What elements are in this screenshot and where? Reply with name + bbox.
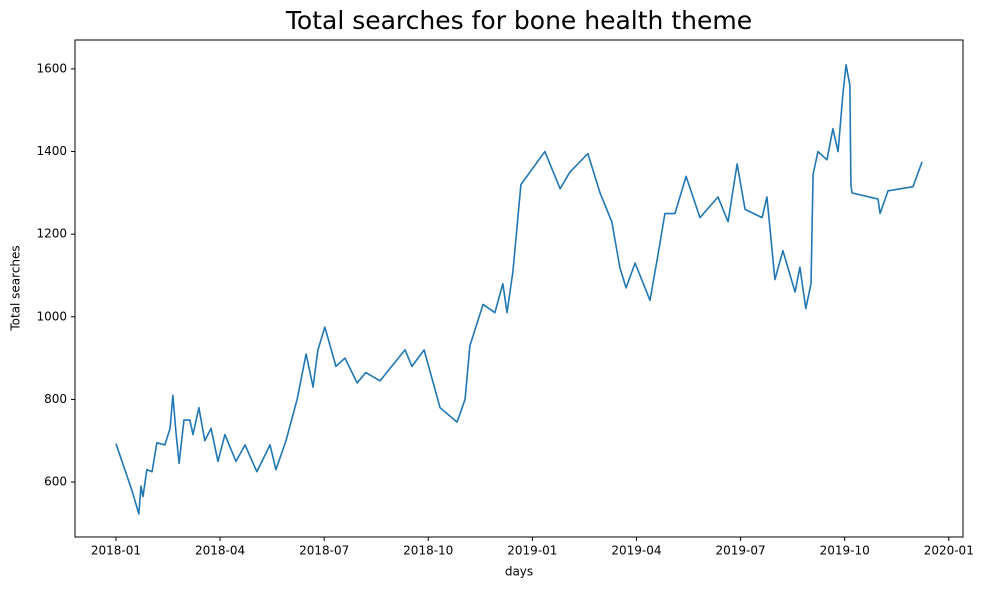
- x-tick-label: 2019-04: [611, 544, 661, 558]
- y-tick-label: 1600: [36, 61, 67, 75]
- y-tick-label: 1000: [36, 309, 67, 323]
- chart-title: Total searches for bone health theme: [285, 6, 752, 35]
- data-line: [115, 63, 923, 515]
- y-tick-label: 1400: [36, 144, 67, 158]
- y-tick-label: 600: [44, 475, 67, 489]
- x-tick-label: 2018-10: [403, 544, 453, 558]
- x-tick-label: 2018-01: [91, 544, 141, 558]
- y-tick-label: 800: [44, 392, 67, 406]
- y-axis-label: Total searches: [9, 245, 23, 331]
- x-tick-label: 2019-01: [507, 544, 557, 558]
- x-tick-label: 2018-04: [195, 544, 245, 558]
- x-tick-label: 2020-01: [924, 544, 974, 558]
- axes-frame: [74, 39, 964, 538]
- x-tick-label: 2018-07: [299, 544, 349, 558]
- x-tick-label: 2019-07: [715, 544, 765, 558]
- y-tick-label: 1200: [36, 227, 67, 241]
- x-tick-label: 2019-10: [820, 544, 870, 558]
- x-axis-label: days: [505, 565, 533, 579]
